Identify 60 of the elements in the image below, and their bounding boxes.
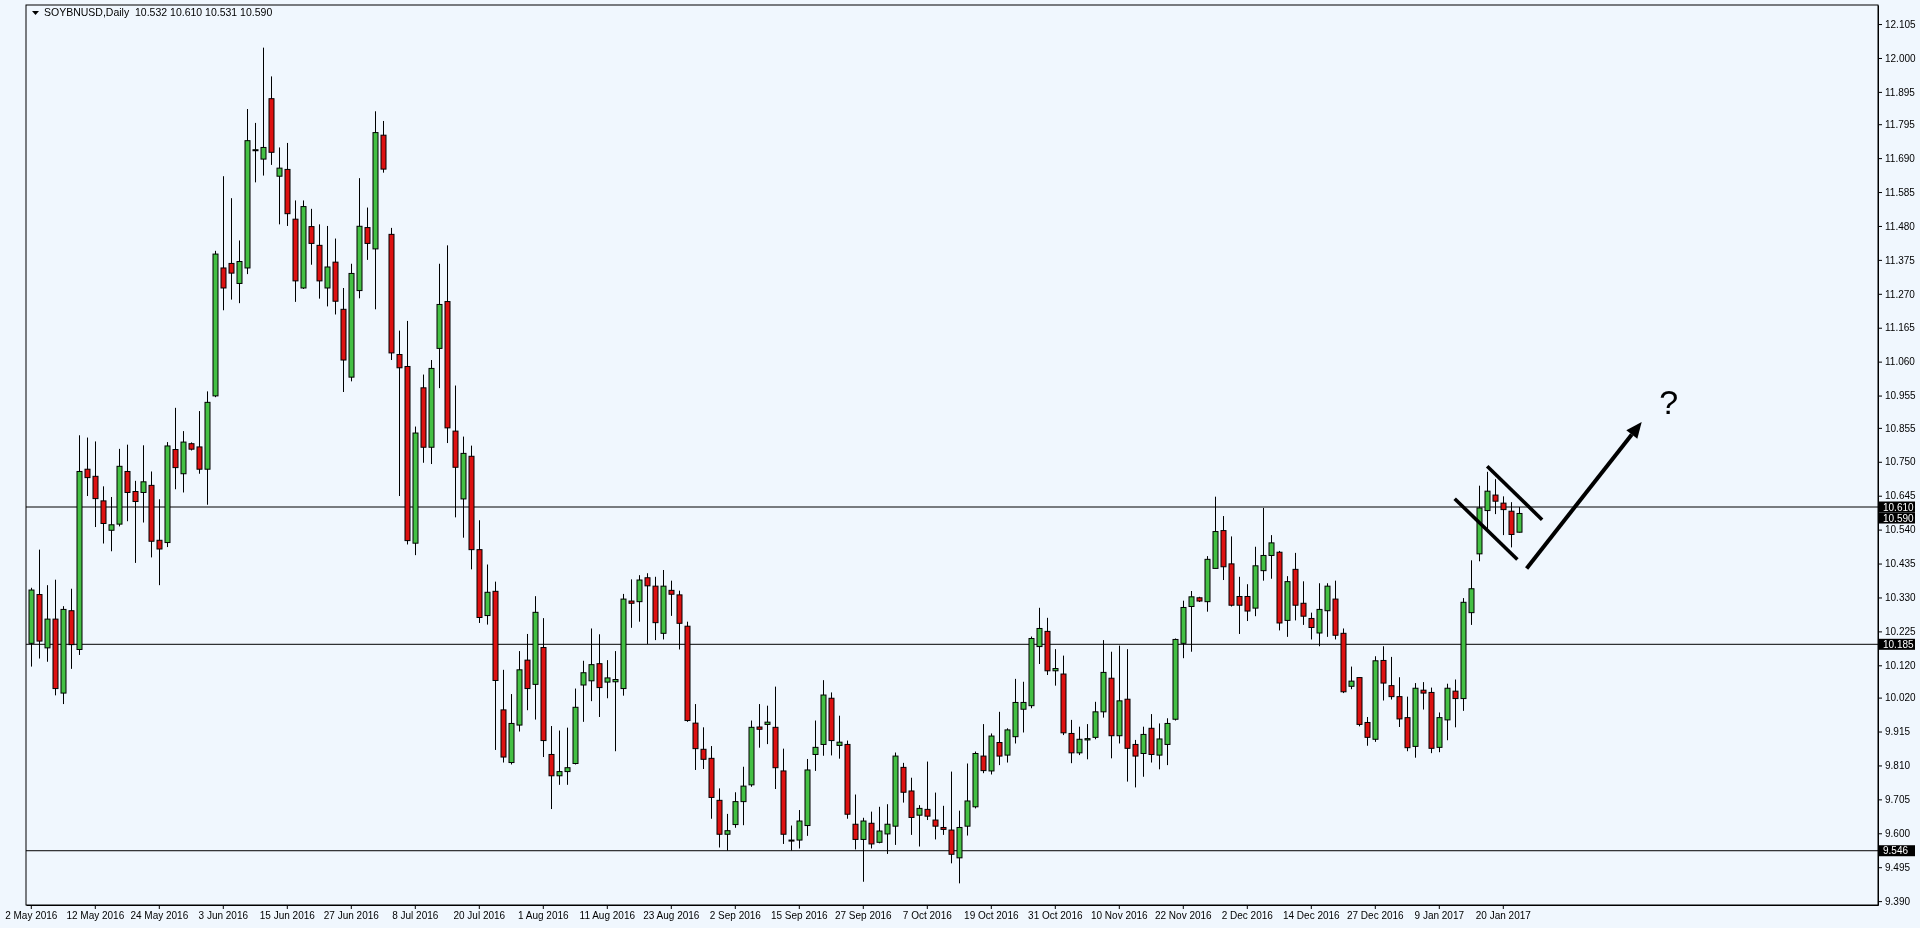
- ref-line-label: 10.610: [1883, 501, 1915, 513]
- x-tick-label: 10 Nov 2016: [1090, 910, 1149, 922]
- y-tick-label: 9.600: [1885, 827, 1911, 839]
- y-tick-label: 10.330: [1885, 592, 1917, 604]
- chart-title: SOYBNUSD,Daily 10.532 10.610 10.531 10.590: [44, 6, 273, 18]
- x-tick-label: 20 Jan 2017: [1475, 910, 1532, 922]
- x-tick-label: 20 Jul 2016: [453, 910, 506, 922]
- y-tick-label: 10.540: [1885, 524, 1917, 536]
- x-tick-label: 31 Oct 2016: [1028, 910, 1083, 922]
- y-tick-label: 9.705: [1885, 794, 1911, 806]
- y-tick-label: 10.855: [1885, 422, 1917, 434]
- y-tick-label: 11.795: [1885, 118, 1916, 130]
- x-tick-label: 22 Nov 2016: [1154, 910, 1213, 922]
- y-tick-label: 12.105: [1885, 18, 1917, 30]
- ref-line-label: 10.185: [1883, 638, 1915, 650]
- x-tick-label: 1 Aug 2016: [518, 910, 570, 922]
- x-tick-label: 2 May 2016: [5, 910, 58, 922]
- candlestick: [812, 720, 819, 772]
- y-tick-label: 11.480: [1885, 220, 1916, 232]
- candlestick: [764, 705, 771, 745]
- x-tick-label: 7 Oct 2016: [902, 910, 953, 922]
- y-tick-label: 11.895: [1885, 86, 1916, 98]
- x-tick-label: 24 May 2016: [130, 910, 189, 922]
- y-tick-label: 11.690: [1885, 152, 1916, 164]
- y-tick-label: 10.750: [1885, 456, 1917, 468]
- x-tick-label: 11 Aug 2016: [579, 910, 636, 922]
- x-tick-label: 27 Sep 2016: [834, 910, 893, 922]
- x-tick-label: 14 Dec 2016: [1282, 910, 1341, 922]
- y-tick-label: 11.585: [1885, 186, 1916, 198]
- x-tick-label: 2 Sep 2016: [709, 910, 762, 922]
- y-tick-label: 9.495: [1885, 861, 1911, 873]
- x-tick-label: 15 Jun 2016: [259, 910, 316, 922]
- y-tick-label: 10.435: [1885, 558, 1917, 570]
- x-tick-label: 19 Oct 2016: [964, 910, 1019, 922]
- y-tick-label: 10.225: [1885, 626, 1917, 638]
- y-tick-label: 11.375: [1885, 254, 1916, 266]
- x-tick-label: 12 May 2016: [66, 910, 125, 922]
- x-tick-label: 9 Jan 2017: [1414, 910, 1465, 922]
- x-tick-label: 23 Aug 2016: [643, 910, 700, 922]
- y-tick-label: 10.645: [1885, 490, 1917, 502]
- text: 10.590: [1883, 512, 1915, 524]
- ref-line-label: 9.546: [1883, 845, 1909, 857]
- y-tick-label: 9.390: [1885, 895, 1911, 907]
- y-tick-label: 10.955: [1885, 390, 1917, 402]
- y-tick-label: 10.120: [1885, 660, 1917, 671]
- x-tick-label: 3 Jun 2016: [198, 910, 249, 922]
- candlestick: [932, 792, 939, 840]
- y-tick-label: 11.270: [1885, 288, 1916, 300]
- x-tick-label: 15 Sep 2016: [770, 910, 829, 922]
- y-tick-label: 10.020: [1885, 692, 1917, 704]
- x-tick-label: 27 Jun 2016: [323, 910, 380, 922]
- y-tick-label: 9.810: [1885, 760, 1911, 772]
- y-tick-label: 11.165: [1885, 322, 1916, 334]
- y-tick-label: 9.915: [1885, 726, 1911, 738]
- annotation: ?: [1659, 382, 1679, 421]
- x-tick-label: 2 Dec 2016: [1221, 910, 1274, 922]
- x-tick-label: 27 Dec 2016: [1346, 910, 1405, 922]
- y-tick-label: 12.000: [1885, 52, 1917, 64]
- y-tick-label: 11.060: [1885, 356, 1916, 368]
- x-tick-label: 8 Jul 2016: [392, 910, 439, 922]
